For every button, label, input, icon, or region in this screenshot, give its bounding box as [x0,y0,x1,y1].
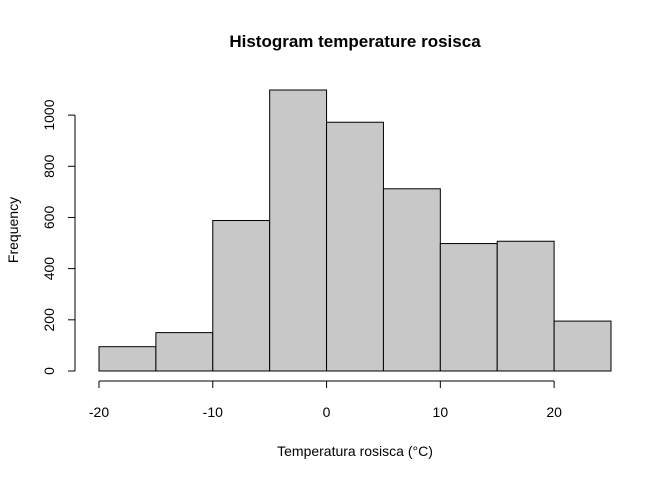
x-tick-label: 20 [546,404,562,420]
chart-title: Histogram temperature rosisca [229,32,481,51]
x-axis: -20 -10 0 10 20 [89,380,562,420]
bars-group [98,89,612,372]
y-tick-label: 400 [41,257,57,281]
y-tick-label: 600 [41,206,57,230]
y-tick-label: 800 [41,154,57,178]
y-tick-label: 0 [41,367,57,375]
histogram-bar-8 [553,320,612,372]
histogram-bar-0 [98,346,157,372]
histogram-bar-3 [269,89,328,372]
y-axis: 0 200 400 600 800 1000 [41,99,76,375]
histogram-bar-6 [439,243,498,372]
histogram-bar-7 [496,240,555,372]
histogram-bar-2 [212,220,271,372]
x-tick-label: -10 [203,404,223,420]
x-axis-label: Temperatura rosisca (°C) [277,443,433,459]
y-tick-label: 1000 [41,99,57,130]
y-axis-label: Frequency [5,197,21,263]
x-tick-label: 10 [433,404,449,420]
x-tick-label: 0 [323,404,331,420]
histogram-bar-4 [326,121,384,372]
histogram-bar-5 [382,188,441,372]
x-tick-label: -20 [89,404,109,420]
histogram-bar-1 [155,332,214,372]
y-tick-label: 200 [41,308,57,332]
